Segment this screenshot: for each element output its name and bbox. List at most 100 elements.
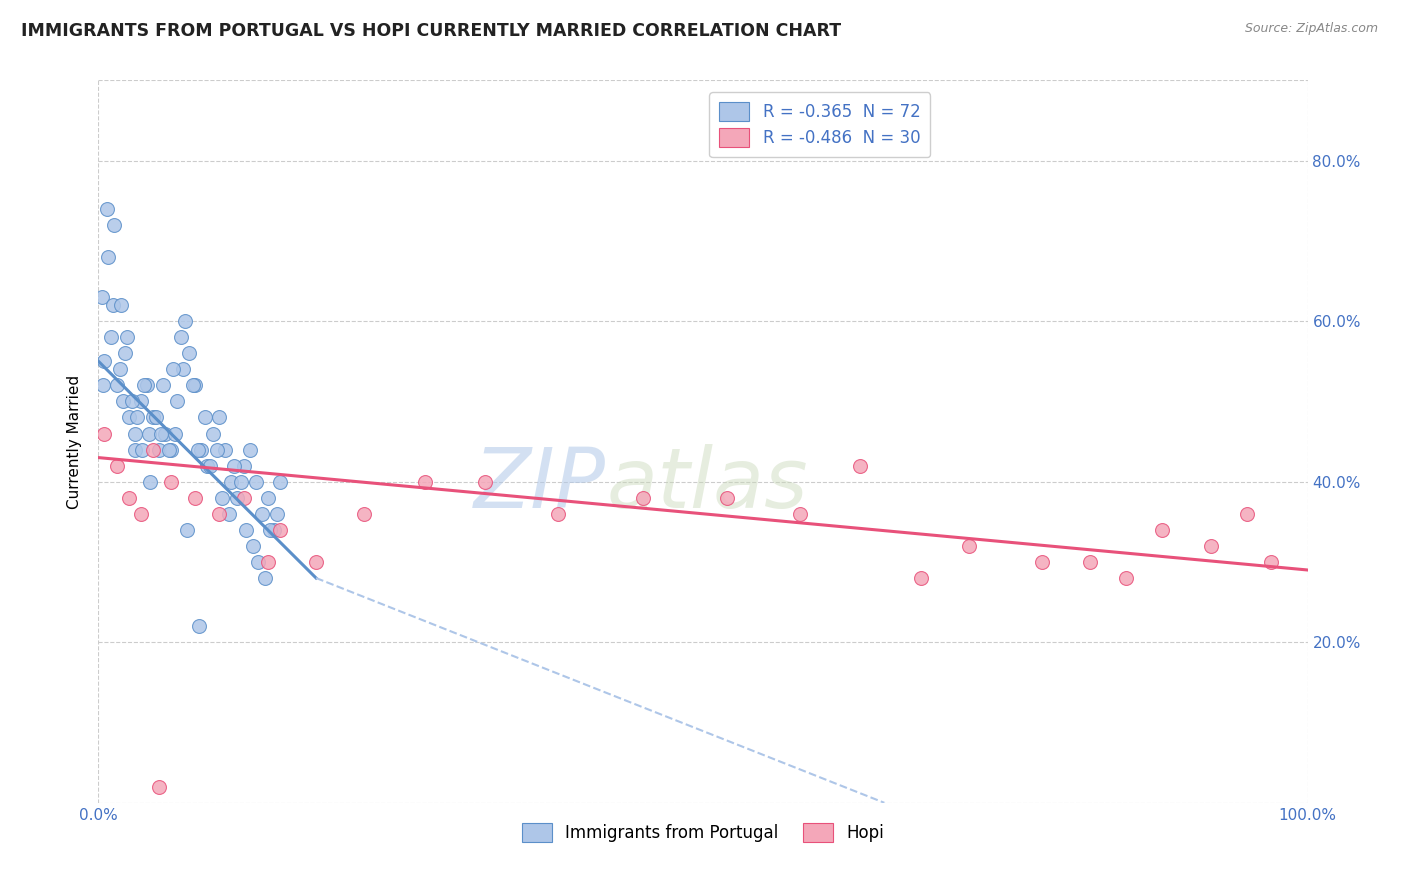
Point: [222, 458, 245, 473]
Point: [150, 426, 173, 441]
Point: [135, 378, 157, 392]
Point: [254, 571, 277, 585]
Point: [160, 475, 183, 489]
Point: [93, 354, 115, 368]
Text: Source: ZipAtlas.com: Source: ZipAtlas.com: [1244, 22, 1378, 36]
Point: [202, 426, 225, 441]
Point: [235, 523, 257, 537]
Y-axis label: Currently Married: Currently Married: [67, 375, 83, 508]
Point: [353, 507, 375, 521]
Point: [176, 523, 198, 537]
Point: [93, 426, 115, 441]
Point: [214, 442, 236, 457]
Point: [97, 250, 120, 264]
Point: [163, 426, 186, 441]
Legend: Immigrants from Portugal, Hopi: Immigrants from Portugal, Hopi: [515, 816, 891, 848]
Point: [269, 523, 291, 537]
Point: [245, 475, 267, 489]
Point: [160, 442, 183, 457]
Point: [266, 507, 288, 521]
Point: [631, 491, 654, 505]
Point: [138, 426, 160, 441]
Point: [145, 410, 167, 425]
Point: [172, 362, 194, 376]
Point: [187, 619, 209, 633]
Point: [142, 442, 165, 457]
Point: [208, 410, 231, 425]
Point: [91, 290, 114, 304]
Point: [184, 491, 207, 505]
Point: [716, 491, 738, 505]
Point: [1078, 555, 1101, 569]
Point: [96, 202, 118, 216]
Point: [166, 394, 188, 409]
Point: [91, 378, 114, 392]
Point: [239, 442, 262, 457]
Point: [124, 442, 146, 457]
Point: [195, 458, 218, 473]
Point: [1199, 539, 1222, 553]
Point: [259, 523, 281, 537]
Point: [139, 475, 162, 489]
Point: [129, 507, 152, 521]
Point: [256, 555, 278, 569]
Point: [849, 458, 872, 473]
Point: [157, 442, 180, 457]
Point: [1236, 507, 1258, 521]
Point: [229, 475, 252, 489]
Text: IMMIGRANTS FROM PORTUGAL VS HOPI CURRENTLY MARRIED CORRELATION CHART: IMMIGRANTS FROM PORTUGAL VS HOPI CURRENT…: [21, 22, 841, 40]
Text: atlas: atlas: [606, 444, 808, 525]
Point: [211, 491, 233, 505]
Point: [101, 298, 124, 312]
Point: [1260, 555, 1282, 569]
Point: [134, 378, 156, 392]
Point: [413, 475, 436, 489]
Point: [957, 539, 980, 553]
Point: [105, 458, 128, 473]
Point: [226, 491, 249, 505]
Point: [256, 491, 278, 505]
Point: [181, 378, 204, 392]
Point: [100, 330, 122, 344]
Point: [114, 346, 136, 360]
Point: [305, 555, 328, 569]
Point: [221, 475, 243, 489]
Point: [1031, 555, 1053, 569]
Point: [118, 491, 141, 505]
Point: [1115, 571, 1137, 585]
Point: [127, 410, 149, 425]
Point: [910, 571, 932, 585]
Point: [474, 475, 496, 489]
Point: [131, 442, 153, 457]
Point: [263, 523, 285, 537]
Point: [103, 218, 125, 232]
Point: [148, 442, 170, 457]
Point: [247, 555, 270, 569]
Point: [208, 507, 231, 521]
Point: [198, 458, 221, 473]
Point: [218, 507, 240, 521]
Point: [129, 394, 152, 409]
Point: [111, 394, 134, 409]
Point: [205, 442, 228, 457]
Point: [250, 507, 273, 521]
Point: [169, 330, 191, 344]
Point: [153, 426, 176, 441]
Point: [789, 507, 811, 521]
Point: [190, 442, 212, 457]
Point: [105, 378, 128, 392]
Point: [152, 378, 174, 392]
Point: [108, 362, 131, 376]
Point: [162, 362, 184, 376]
Point: [117, 330, 139, 344]
Point: [148, 780, 170, 794]
Point: [142, 410, 165, 425]
Point: [121, 394, 143, 409]
Point: [184, 378, 207, 392]
Point: [187, 442, 209, 457]
Point: [269, 475, 291, 489]
Point: [1152, 523, 1174, 537]
Text: ZIP: ZIP: [474, 444, 606, 525]
Point: [232, 458, 254, 473]
Point: [547, 507, 569, 521]
